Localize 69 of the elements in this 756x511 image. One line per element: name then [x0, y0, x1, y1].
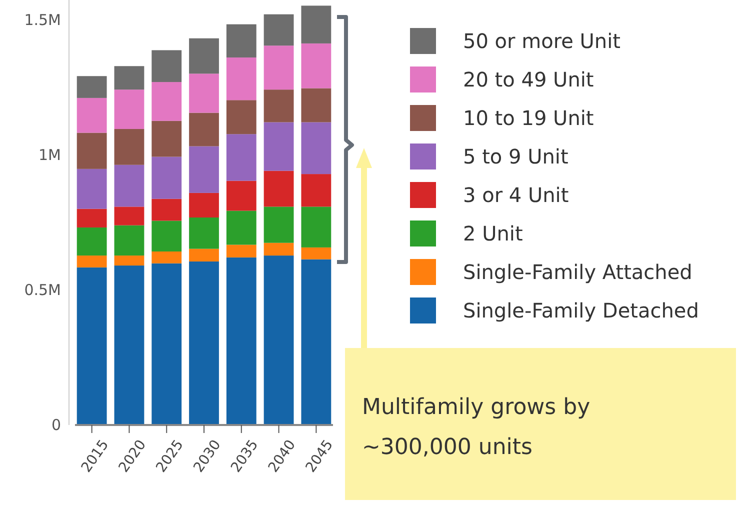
bar	[114, 128, 144, 165]
bar	[301, 6, 332, 44]
bar	[189, 146, 219, 193]
y-tick-label: 1.5M	[24, 11, 61, 30]
bar	[264, 46, 294, 90]
bar	[189, 38, 219, 74]
y-tick-label: 0.5M	[24, 280, 61, 299]
bar	[226, 100, 256, 134]
bar	[264, 206, 294, 243]
bar	[152, 263, 182, 425]
bar	[226, 180, 256, 211]
bar	[152, 156, 182, 199]
bar	[301, 122, 332, 174]
bar	[114, 90, 144, 129]
bar	[152, 251, 182, 264]
bar	[264, 242, 294, 256]
bar	[189, 261, 219, 425]
legend-label: 2 Unit	[463, 222, 523, 246]
bar	[76, 98, 107, 133]
bar	[301, 43, 332, 88]
bar	[114, 164, 144, 207]
bar	[76, 227, 107, 256]
bar	[76, 76, 107, 98]
bar	[114, 225, 144, 256]
bar	[264, 14, 294, 46]
bar	[226, 257, 256, 425]
legend-label: 3 or 4 Unit	[463, 183, 569, 207]
bar	[301, 259, 332, 425]
bar	[226, 210, 256, 245]
bar	[152, 220, 182, 252]
bar	[301, 88, 332, 122]
bar	[301, 174, 332, 207]
bar	[226, 244, 256, 258]
bar	[152, 82, 182, 121]
bar	[152, 198, 182, 221]
bar	[114, 66, 144, 90]
bar	[301, 206, 332, 248]
bar	[76, 208, 107, 228]
bar	[152, 120, 182, 157]
bar	[114, 266, 144, 425]
legend-label: 5 to 9 Unit	[463, 144, 568, 168]
bar	[76, 256, 107, 268]
bar	[76, 132, 107, 169]
bar	[76, 168, 107, 209]
legend-label: 20 to 49 Unit	[463, 68, 594, 92]
bar	[226, 134, 256, 181]
bar	[189, 248, 219, 262]
bar	[114, 256, 144, 266]
bar	[264, 256, 294, 425]
legend-label: 50 or more Unit	[463, 29, 621, 53]
bar	[76, 267, 107, 425]
bar	[152, 50, 182, 82]
bar	[114, 206, 144, 226]
y-tick-label: 1M	[38, 146, 61, 164]
bar	[226, 24, 256, 58]
bar	[264, 122, 294, 171]
bar	[189, 74, 219, 113]
bar	[264, 90, 294, 122]
bar	[264, 170, 294, 207]
bar	[189, 112, 219, 146]
legend-label: Single-Family Attached	[463, 260, 692, 284]
text: Multifamily grows by ~300,000 units	[362, 395, 590, 460]
legend-label: 10 to 19 Unit	[463, 106, 594, 130]
bar	[301, 247, 332, 260]
y-tick-label: 0	[51, 416, 61, 434]
bar	[189, 192, 219, 218]
legend-label: Single-Family Detached	[463, 298, 699, 322]
bar	[189, 217, 219, 249]
bar	[226, 57, 256, 100]
